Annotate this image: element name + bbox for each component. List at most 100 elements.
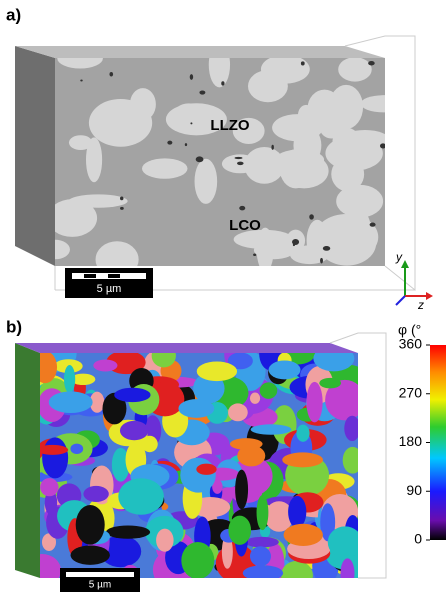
pore <box>221 81 224 85</box>
panel-label: a) <box>6 5 21 24</box>
pore <box>380 143 386 148</box>
colorbar-tick-label: 180 <box>399 433 423 449</box>
grain <box>282 452 323 467</box>
grain <box>42 437 68 478</box>
grain <box>228 516 251 545</box>
grain <box>243 565 283 581</box>
grain <box>93 360 117 372</box>
grain <box>69 194 128 207</box>
pore <box>370 222 376 226</box>
grain <box>281 561 313 590</box>
box-top <box>15 343 358 353</box>
grain <box>332 128 359 155</box>
grain <box>361 95 407 112</box>
grain <box>142 158 187 178</box>
colorbar-tick-label: 90 <box>406 482 422 498</box>
scale-label: 5 µm <box>97 283 122 295</box>
pore <box>320 258 323 264</box>
pore <box>292 239 299 245</box>
scale-ruler <box>84 274 96 278</box>
pore <box>167 141 172 145</box>
pore <box>237 162 244 165</box>
pore <box>109 72 113 77</box>
pore <box>301 61 305 65</box>
grain <box>257 495 269 530</box>
grain <box>284 524 323 546</box>
pore <box>190 122 192 124</box>
axis-arrow <box>401 260 409 268</box>
grain <box>156 529 173 552</box>
grain <box>195 159 218 204</box>
grain <box>180 458 216 493</box>
grain <box>328 526 363 558</box>
phase-label: LCO <box>229 217 261 234</box>
axis-label: y <box>395 250 403 264</box>
pore <box>190 74 193 80</box>
grain <box>331 157 364 191</box>
grain <box>40 478 58 496</box>
pore <box>235 157 243 159</box>
grain <box>248 70 288 102</box>
grain <box>64 365 75 393</box>
grain <box>178 399 214 418</box>
pore <box>199 91 205 95</box>
grain <box>70 444 83 454</box>
pore <box>239 206 245 211</box>
grain <box>340 558 354 588</box>
scale-ruler <box>108 274 120 278</box>
pore <box>120 207 124 210</box>
grain <box>319 378 341 389</box>
colorbar-tick-label: 270 <box>399 384 423 400</box>
grain <box>250 546 271 566</box>
grain <box>306 382 322 423</box>
phase-label: LLZO <box>210 117 249 134</box>
colorbar-tick-label: 360 <box>399 336 423 352</box>
scale-ruler <box>66 572 134 577</box>
grain <box>181 542 214 579</box>
grain <box>228 403 248 421</box>
grain <box>296 425 309 442</box>
grain <box>76 505 105 545</box>
grain <box>260 382 278 399</box>
grain <box>114 388 150 402</box>
grain <box>235 470 248 510</box>
grain <box>142 436 158 452</box>
pore <box>80 79 83 81</box>
axis-label: z <box>417 298 424 312</box>
grain <box>269 360 301 379</box>
grain <box>71 545 110 564</box>
pore <box>271 145 273 150</box>
pore <box>309 214 314 219</box>
grain <box>120 421 149 440</box>
pore <box>196 156 204 162</box>
pore <box>323 246 330 251</box>
grain <box>106 525 150 538</box>
panel-label: b) <box>6 317 22 336</box>
grain <box>272 114 323 141</box>
box-top <box>15 46 385 58</box>
box-side <box>15 343 40 578</box>
scale-label: 5 µm <box>89 580 111 591</box>
grain <box>237 445 265 466</box>
axis-arrow <box>396 296 405 305</box>
grain <box>338 57 372 81</box>
pore <box>253 253 256 256</box>
colorbar <box>430 345 446 540</box>
grain <box>343 447 363 474</box>
box-side <box>15 46 55 266</box>
grain <box>251 424 292 434</box>
grain <box>288 496 306 528</box>
grain <box>37 445 68 455</box>
grain <box>89 99 152 147</box>
axis-arrow <box>426 292 433 300</box>
grain <box>86 137 102 182</box>
grain <box>244 147 284 184</box>
grain <box>172 103 205 130</box>
colorbar-tick-label: 0 <box>414 531 422 547</box>
grain <box>83 486 108 502</box>
grain <box>344 416 360 441</box>
figure: a) LLZO LCO 5 µm y z b) 5 µm φ (° 090180… <box>0 0 446 595</box>
grain <box>329 85 363 129</box>
grain <box>197 361 237 381</box>
grain <box>118 478 164 515</box>
